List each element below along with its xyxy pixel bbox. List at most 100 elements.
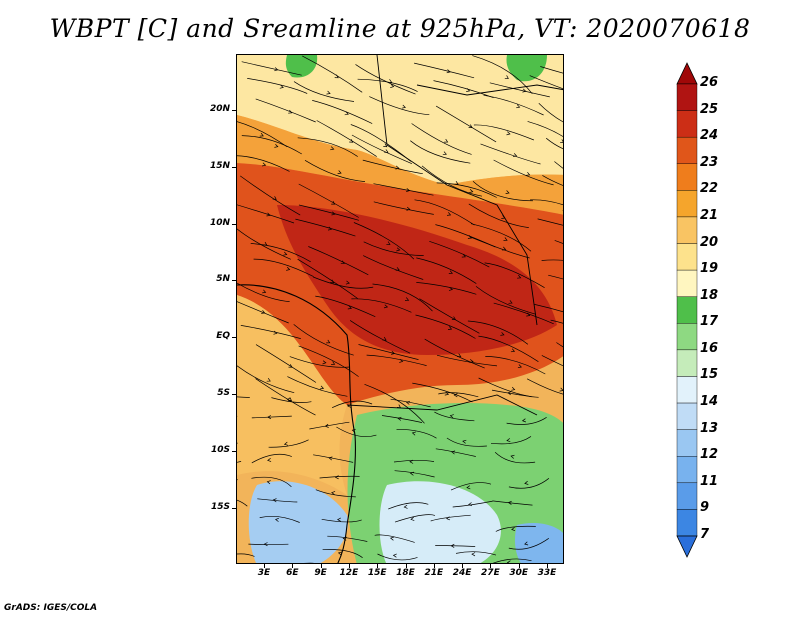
streamline [303,562,314,563]
streamline [494,451,536,464]
streamline-arrow [327,226,333,231]
streamline-arrow [522,88,527,93]
streamline-arrow [405,188,411,193]
streamline [316,120,377,157]
lon-tick [518,564,520,568]
lat-tick [232,507,236,509]
streamline [412,382,473,403]
colorbar-segment [676,110,698,138]
streamline [416,257,477,284]
streamline [414,62,475,79]
streamline [255,98,316,123]
streamline-arrow [511,527,516,532]
streamline [315,295,376,318]
streamline-arrow [467,502,473,507]
streamline [237,396,250,398]
colorbar-segment [676,482,698,510]
streamline [438,392,479,398]
streamline [489,82,550,98]
streamline [309,421,350,430]
streamline-arrow [274,143,279,148]
streamline-arrow [446,212,452,216]
colorbar-level-label: 18 [700,287,719,303]
streamline [410,140,471,164]
streamline [394,470,435,478]
streamline-arrow [409,471,415,476]
streamline-arrow [272,196,277,200]
colorbar-segment [676,269,698,297]
streamline [421,165,483,197]
streamline [295,218,356,237]
streamline-arrow [469,359,474,364]
streamline-arrow [510,454,515,459]
streamline [390,398,431,408]
streamline-arrow [273,330,278,335]
streamline-arrow [448,270,453,274]
lon-label: 21E [424,568,444,578]
streamline [321,518,362,523]
lon-label: 3E [257,568,271,578]
streamline [268,439,309,448]
streamline [508,478,550,489]
streamline [255,378,316,416]
lat-tick [232,110,236,111]
streamline [545,137,563,150]
streamline [336,426,377,438]
streamline-arrow [334,475,339,480]
streamline-arrow [500,332,505,336]
streamline [313,454,354,463]
field-green-patch [285,55,318,78]
streamline-arrow [266,378,271,382]
streamline-arrow [331,361,336,365]
streamline-arrow [451,316,457,320]
colorbar-level-label: 25 [700,101,719,117]
streamline [470,223,532,252]
streamline [237,204,295,224]
streamline-arrow [447,326,453,330]
streamline-arrow [506,131,511,136]
streamline [351,134,413,165]
streamline [485,356,546,375]
streamline-arrow [390,84,395,89]
streamline [478,377,539,398]
streamline [237,365,295,394]
streamline [393,459,435,463]
colorbar-level-label: 22 [700,181,719,197]
streamline [554,240,563,244]
streamline [508,538,550,550]
streamline [271,397,312,403]
colorbar-top-arrow [676,62,698,85]
streamline [355,64,416,95]
streamline-arrow [503,237,508,241]
lon-tick [377,564,379,568]
streamline [369,96,430,116]
streamline-arrow [266,480,271,485]
streamline-arrow [467,235,473,239]
streamline [293,81,355,102]
streamline-arrow [399,358,404,363]
streamline-arrow [513,153,518,157]
streamline-arrow [462,439,467,444]
colorbar [676,62,698,558]
streamline [363,255,424,280]
streamline [530,199,563,206]
colorbar-level-label: 14 [700,394,719,410]
lon-tick [547,564,548,568]
streamline [241,61,302,76]
lat-label: 20N [209,104,230,114]
field-north-cool [237,55,563,185]
lon-label: 18E [396,568,415,578]
colorbar-segment [676,83,698,111]
streamline-arrow [386,241,391,245]
lat-label: 15N [209,160,230,171]
streamline [298,204,359,221]
streamline [484,262,545,289]
field-pale-pocket [379,481,501,563]
streamline [289,356,350,368]
streamline [373,201,434,215]
streamline-arrow [504,75,509,79]
streamline [237,121,288,148]
streamline-arrow [517,274,522,279]
streamline-arrow [468,124,473,128]
streamline [366,354,427,366]
